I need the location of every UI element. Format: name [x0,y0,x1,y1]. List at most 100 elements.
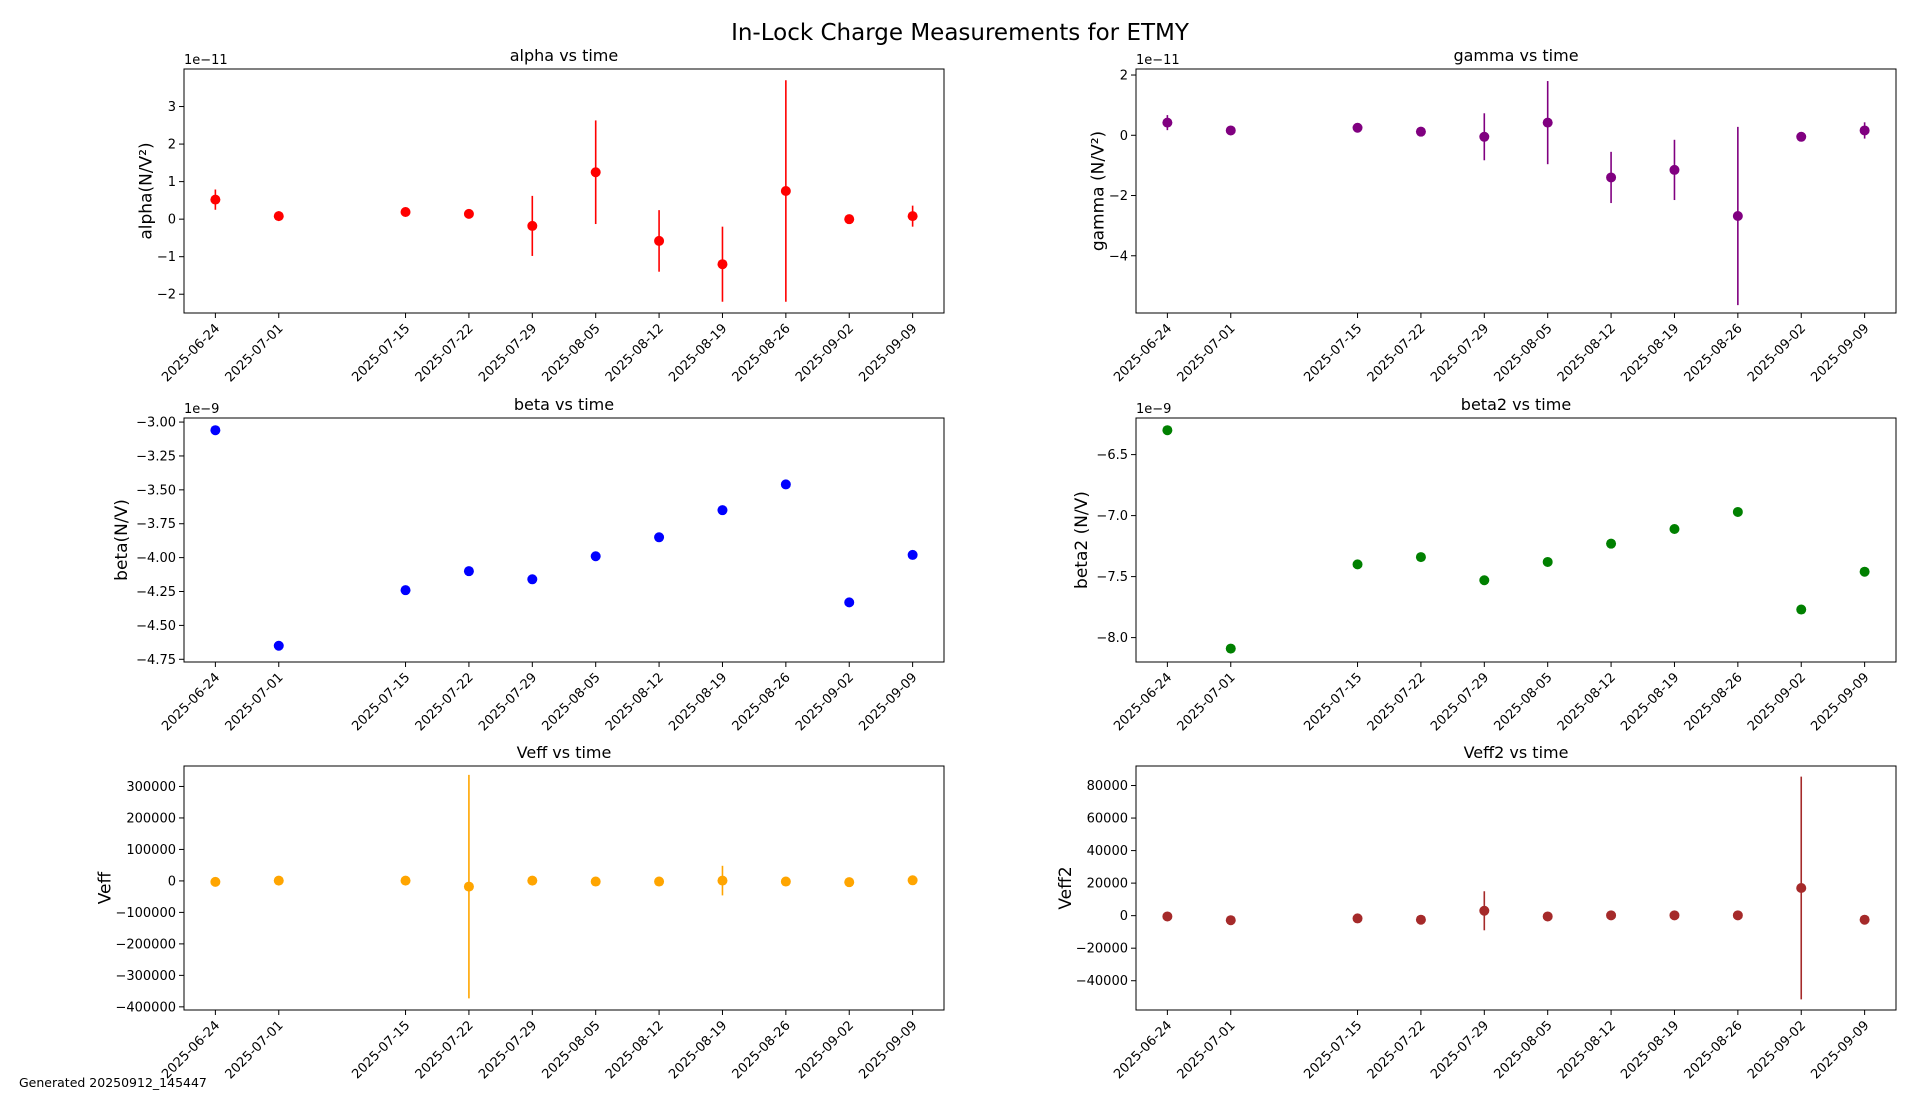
veff-xtick-label: 2025-07-15 [349,1018,413,1082]
beta-ylabel: beta(N/V) [112,499,132,581]
veff2-xtick-label: 2025-06-24 [1111,1018,1175,1082]
alpha-data-point [844,214,855,225]
veff2-xtick-label: 2025-08-05 [1491,1018,1555,1082]
beta2-data-point [1859,566,1870,577]
veff-data-point [273,875,284,886]
veff2-data-point [1796,883,1807,893]
gamma-xtick-label: 2025-06-24 [1111,321,1175,385]
beta2-xtick-label: 2025-09-09 [1808,670,1872,734]
beta2-xtick-label: 2025-07-22 [1365,670,1429,734]
veff2-xtick-label: 2025-08-19 [1618,1018,1682,1082]
veff2-data-point [1542,911,1553,922]
gamma-xtick-label: 2025-07-29 [1428,321,1492,385]
veff-xtick-label: 2025-08-26 [730,1018,794,1082]
veff2-data-point [1732,910,1743,921]
alpha-ytick-label: 2 [168,138,176,153]
gamma-plot-frame [1135,68,1897,314]
veff-xtick-label: 2025-07-01 [223,1018,287,1082]
gamma-chart: gamma vs time 1e−11 −4 −2 0 2 gamma (N/V²) 2025… [1089,46,1897,385]
gamma-offset-text: 1e−11 [1136,53,1180,68]
veff-data-point [210,876,221,887]
alpha-xtick-label: 2025-08-19 [666,321,730,385]
veff2-xtick-label: 2025-07-15 [1301,1018,1365,1082]
veff-ytick-label: 0 [168,874,176,889]
gamma-data-point [1859,125,1870,136]
beta-xtick-label: 2025-07-01 [223,670,287,734]
gamma-xtick-label: 2025-08-19 [1618,321,1682,385]
veff2-xtick-label: 2025-09-09 [1808,1018,1872,1082]
beta-xtick-label: 2025-08-12 [603,670,667,734]
veff2-data-point [1225,915,1236,926]
alpha-plot-frame [183,68,945,314]
veff2-data-point [1669,910,1680,921]
veff2-ylabel: Veff2 [1056,866,1076,909]
beta-ytick-label: −3.75 [136,517,176,532]
beta2-xtick-label: 2025-07-29 [1428,670,1492,734]
veff2-data-point [1479,905,1490,916]
veff-data-point [844,877,855,888]
beta2-data-point [1352,559,1363,570]
beta-ytick-label: −4.75 [136,653,176,668]
beta-xtick-label: 2025-07-22 [413,670,477,734]
beta-title: beta vs time [514,395,614,414]
beta2-xtick-label: 2025-08-26 [1682,670,1746,734]
alpha-ytick-label: −2 [157,288,176,303]
veff2-xtick-label: 2025-08-12 [1555,1018,1619,1082]
veff2-xtick-label: 2025-07-29 [1428,1018,1492,1082]
beta2-ytick-label: −7.5 [1096,570,1128,585]
beta2-xtick-label: 2025-08-05 [1491,670,1555,734]
alpha-xtick-label: 2025-09-02 [793,321,857,385]
gamma-data-point [1162,117,1173,128]
alpha-data-point [400,207,411,218]
alpha-xtick-label: 2025-07-29 [476,321,540,385]
veff-data-point [780,876,791,887]
veff2-data-point [1859,914,1870,925]
beta-ytick-label: −3.50 [136,483,176,498]
beta-ytick-label: −3.00 [136,416,176,431]
gamma-ytick-label: −2 [1109,189,1128,204]
beta2-xtick-label: 2025-08-12 [1555,670,1619,734]
alpha-xtick-label: 2025-07-01 [223,321,287,385]
veff2-ytick-label: −20000 [1076,942,1128,957]
veff2-ytick-label: 20000 [1087,877,1128,892]
alpha-data-point [907,211,918,222]
alpha-xtick-label: 2025-07-22 [413,321,477,385]
beta2-ylabel: beta2 (N/V) [1072,491,1092,589]
veff-title: Veff vs time [517,743,612,762]
gamma-xtick-label: 2025-09-09 [1808,321,1872,385]
veff-xtick-label: 2025-09-09 [856,1018,920,1082]
beta-data-point [717,505,728,516]
beta2-data-point [1796,604,1807,615]
beta-data-point [780,479,791,490]
gamma-data-point [1606,172,1617,183]
veff2-data-point [1352,913,1363,924]
beta2-ytick-label: −7.0 [1096,509,1128,524]
gamma-ytick-label: 0 [1120,129,1128,144]
beta-data-point [210,425,221,436]
veff2-ytick-label: 0 [1120,909,1128,924]
veff2-title: Veff2 vs time [1464,743,1569,762]
veff-xtick-label: 2025-09-02 [793,1018,857,1082]
beta-data-point [400,585,411,596]
gamma-data-point [1352,122,1363,133]
alpha-data-point [654,235,665,246]
gamma-data-point [1796,131,1807,142]
veff2-xtick-label: 2025-09-02 [1745,1018,1809,1082]
gamma-data-point [1225,125,1236,136]
beta2-ytick-label: −8.0 [1096,631,1128,646]
beta2-xtick-label: 2025-09-02 [1745,670,1809,734]
beta2-data-point [1415,552,1426,563]
beta2-xtick-label: 2025-07-01 [1175,670,1239,734]
gamma-xtick-label: 2025-07-22 [1365,321,1429,385]
beta-data-point [463,566,474,577]
veff2-chart: Veff2 vs time −40000 −20000 0 20000 40000 6000… [1056,743,1897,1082]
gamma-data-point [1669,164,1680,175]
beta2-data-point [1225,643,1236,654]
veff2-ytick-label: −40000 [1076,974,1128,989]
gamma-data-point [1479,131,1490,142]
beta-data-point [273,640,284,651]
veff2-xtick-label: 2025-07-01 [1175,1018,1239,1082]
gamma-xtick-label: 2025-07-01 [1175,321,1239,385]
gamma-xtick-label: 2025-08-12 [1555,321,1619,385]
veff2-data-point [1415,914,1426,925]
